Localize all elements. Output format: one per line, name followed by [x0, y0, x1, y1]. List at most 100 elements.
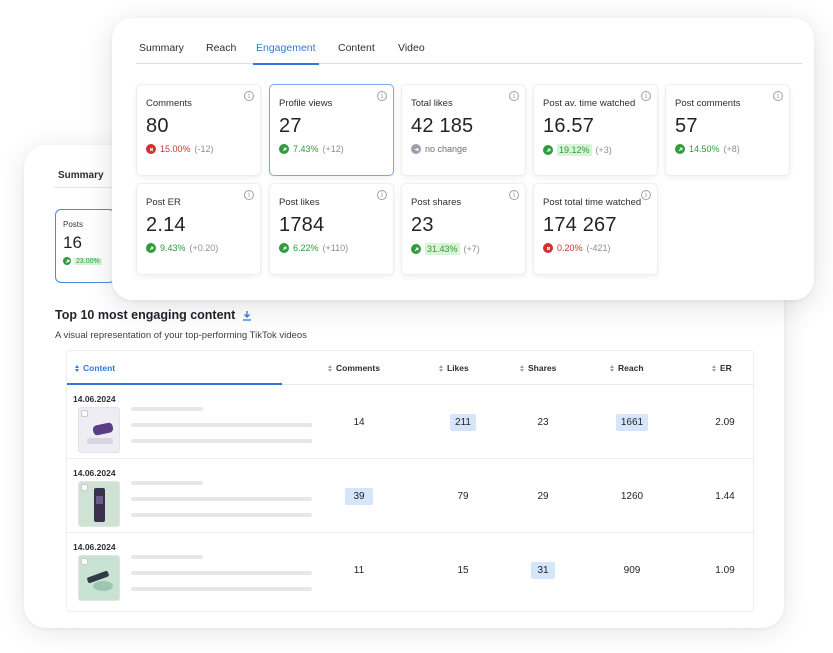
metric-label: Comments: [146, 98, 192, 109]
column-header-er[interactable]: ER: [712, 351, 732, 385]
column-label: Reach: [618, 363, 644, 373]
cell-reach: 1260: [602, 459, 662, 533]
info-icon[interactable]: i: [377, 91, 387, 101]
metric-card-profile-views[interactable]: i Profile views 27 7.43% (+12): [269, 84, 394, 176]
text-skeleton: [131, 497, 312, 501]
trend-up-icon: [63, 257, 71, 265]
metric-value: 27: [279, 115, 302, 137]
metric-card-post-shares[interactable]: i Post shares 23 31.43% (+7): [401, 183, 526, 275]
metric-card-post-likes[interactable]: i Post likes 1784 6.22% (+110): [269, 183, 394, 275]
trend-up-icon: [543, 145, 553, 155]
section-title: Top 10 most engaging content: [55, 308, 252, 322]
table-row[interactable]: 14.06.2024 14 211 23 1661 2.09: [67, 385, 755, 459]
trend-up-icon: [279, 243, 289, 253]
video-thumbnail[interactable]: [78, 481, 120, 527]
metric-change-abs: (-421): [586, 243, 611, 253]
tiktok-icon: [81, 558, 88, 565]
cell-value: 1.09: [715, 564, 735, 576]
column-label: Comments: [336, 363, 380, 373]
column-header-content[interactable]: Content: [75, 351, 115, 385]
table-row[interactable]: 14.06.2024 39 79 29 1260 1.44: [67, 459, 755, 533]
info-icon[interactable]: i: [244, 190, 254, 200]
sort-icon: [439, 364, 443, 372]
no-change-icon: [411, 144, 421, 154]
metric-change: 23.00%: [63, 257, 107, 265]
tab-summary-back[interactable]: Summary: [58, 170, 104, 181]
info-icon[interactable]: i: [773, 91, 783, 101]
video-thumbnail[interactable]: [78, 407, 120, 453]
metric-change-pct: 19.12%: [557, 144, 592, 156]
metric-card-comments[interactable]: i Comments 80 15.00% (-12): [136, 84, 261, 176]
metric-change: 15.00% (-12): [146, 144, 251, 154]
column-header-shares[interactable]: Shares: [520, 351, 556, 385]
cell-likes: 79: [433, 459, 493, 533]
metric-change-pct: 7.43%: [293, 144, 319, 154]
tab-content[interactable]: Content: [338, 42, 375, 54]
cell-likes: 211: [433, 385, 493, 459]
info-icon[interactable]: i: [509, 190, 519, 200]
text-skeleton: [131, 555, 203, 559]
trend-down-icon: [543, 243, 553, 253]
sort-icon: [328, 364, 332, 372]
metric-change-pct: 6.22%: [293, 243, 319, 253]
cell-er: 1.09: [695, 533, 755, 607]
tab-summary[interactable]: Summary: [139, 42, 184, 54]
trend-up-icon: [675, 144, 685, 154]
metric-change-abs: (+110): [322, 243, 349, 253]
tab-bar: Summary Reach Engagement Content Video: [136, 42, 802, 65]
info-icon[interactable]: i: [244, 91, 254, 101]
metric-change: 9.43% (+0.20): [146, 243, 251, 253]
info-icon[interactable]: i: [377, 190, 387, 200]
posts-metric-card[interactable]: Posts 16 23.00%: [55, 209, 115, 283]
cell-comments: 11: [329, 533, 389, 607]
metric-card-post-er[interactable]: i Post ER 2.14 9.43% (+0.20): [136, 183, 261, 275]
cell-value-highlighted: 39: [345, 487, 373, 505]
metric-card-post-total-time-watched[interactable]: i Post total time watched 174 267 0.20% (-42…: [533, 183, 658, 275]
metric-label: Post av. time watched: [543, 98, 636, 109]
metric-change-pct: 23.00%: [74, 257, 102, 265]
column-header-likes[interactable]: Likes: [439, 351, 469, 385]
metric-label: Post likes: [279, 197, 320, 208]
text-skeleton: [131, 571, 312, 575]
cell-value: 15: [457, 564, 469, 576]
metric-value: 80: [146, 115, 169, 137]
text-skeleton: [131, 587, 312, 591]
metric-card-post-comments[interactable]: i Post comments 57 14.50% (+8): [665, 84, 790, 176]
metric-value: 42 185: [411, 115, 474, 137]
metric-value: 16.57: [543, 115, 595, 137]
metric-change-abs: (+7): [463, 244, 480, 254]
metric-change-pct: 14.50%: [689, 144, 720, 154]
metric-card-total-likes[interactable]: i Total likes 42 185 no change: [401, 84, 526, 176]
metric-value: 1784: [279, 214, 325, 236]
tab-engagement[interactable]: Engagement: [253, 42, 319, 65]
metric-change-pct: no change: [425, 144, 468, 154]
metric-change-abs: (+12): [322, 144, 344, 154]
info-icon[interactable]: i: [641, 190, 651, 200]
video-thumbnail[interactable]: [78, 555, 120, 601]
tab-reach[interactable]: Reach: [206, 42, 237, 54]
info-icon[interactable]: i: [641, 91, 651, 101]
metric-label: Posts: [63, 220, 84, 229]
metric-change-abs: (+3): [595, 145, 612, 155]
metric-change: 7.43% (+12): [279, 144, 384, 154]
sort-icon: [75, 364, 79, 372]
cell-reach: 909: [602, 533, 662, 607]
metric-card-post-av-time-watched[interactable]: i Post av. time watched 16.57 19.12% (+3): [533, 84, 658, 176]
content-table: Content Comments Likes Shares Reach ER: [66, 350, 755, 612]
column-label: Content: [83, 363, 116, 373]
cell-value-highlighted: 31: [531, 561, 555, 579]
info-icon[interactable]: i: [509, 91, 519, 101]
metric-label: Total likes: [411, 98, 453, 109]
tab-video[interactable]: Video: [398, 42, 425, 54]
column-header-reach[interactable]: Reach: [610, 351, 644, 385]
tab-divider: [54, 187, 134, 188]
metric-value: 57: [675, 115, 698, 137]
metric-change: 6.22% (+110): [279, 243, 384, 253]
table-row[interactable]: 14.06.2024 11 15 31 909 1.09: [67, 533, 755, 607]
metric-change: 31.43% (+7): [411, 243, 516, 255]
cell-likes: 15: [433, 533, 493, 607]
column-header-comments[interactable]: Comments: [328, 351, 380, 385]
engagement-panel: Summary Reach Engagement Content Video i…: [112, 18, 814, 300]
download-icon[interactable]: [242, 310, 252, 321]
trend-down-icon: [146, 144, 156, 154]
